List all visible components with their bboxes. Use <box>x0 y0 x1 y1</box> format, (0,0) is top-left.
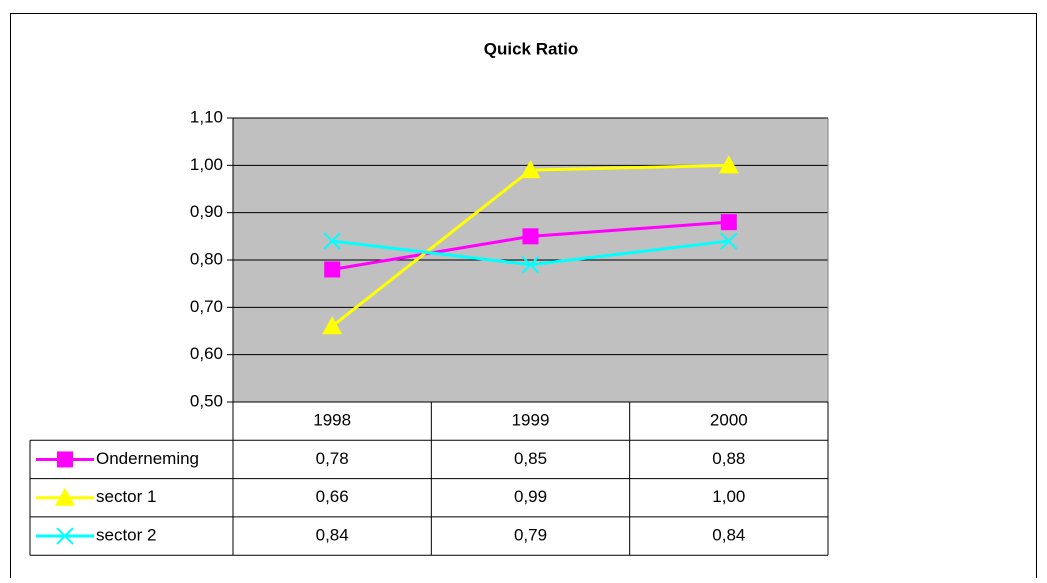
legend-label: Onderneming <box>96 449 199 468</box>
table-value: 0,88 <box>712 449 745 468</box>
data-point <box>522 228 539 245</box>
table-value: 0,84 <box>316 526 349 545</box>
legend-label: sector 1 <box>96 487 156 506</box>
y-tick-label: 0,90 <box>190 202 223 221</box>
table-value: 0,78 <box>316 449 349 468</box>
data-point <box>521 256 540 274</box>
x-tick-label: 2000 <box>710 411 748 430</box>
data-point <box>322 316 343 335</box>
y-tick-label: 1,00 <box>190 155 223 174</box>
data-point <box>324 261 341 278</box>
y-tick-label: 0,50 <box>190 391 223 410</box>
chart-title: Quick Ratio <box>484 39 578 58</box>
legend-marker <box>55 487 75 506</box>
table-value: 0,79 <box>514 526 547 545</box>
data-point <box>520 160 541 179</box>
data-point <box>323 232 341 250</box>
x-tick-label: 1998 <box>313 411 351 430</box>
y-tick-label: 0,80 <box>190 249 223 268</box>
data-point <box>718 155 739 174</box>
table-value: 0,66 <box>316 487 349 506</box>
legend-marker <box>56 527 74 545</box>
table-value: 0,99 <box>514 487 547 506</box>
legend-marker <box>57 451 73 468</box>
data-point <box>720 232 738 250</box>
y-tick-label: 1,10 <box>190 107 223 126</box>
table-value: 0,84 <box>712 526 745 545</box>
y-tick-label: 0,60 <box>190 344 223 363</box>
table-value: 1,00 <box>712 487 745 506</box>
x-tick-label: 1999 <box>512 411 550 430</box>
y-tick-label: 0,70 <box>190 297 223 316</box>
data-point <box>720 214 737 231</box>
legend-label: sector 2 <box>96 526 156 545</box>
table-value: 0,85 <box>514 449 547 468</box>
